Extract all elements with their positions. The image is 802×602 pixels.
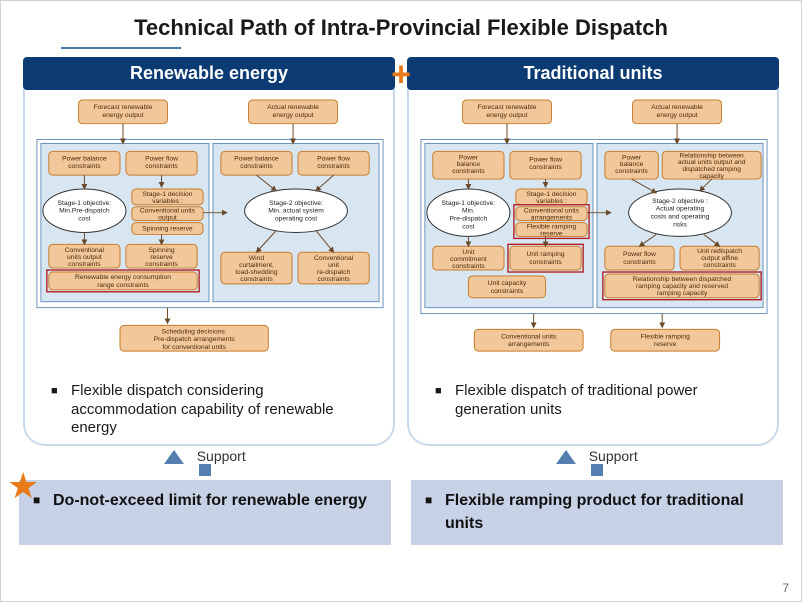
svg-text:Actual renewableenergy output: Actual renewableenergy output <box>651 104 703 119</box>
svg-text:Unit redispatchoutput affineco: Unit redispatchoutput affineconstraints <box>697 248 742 269</box>
svg-text:Unit capacityconstraints: Unit capacityconstraints <box>488 280 527 295</box>
svg-text:Power flowconstraints: Power flowconstraints <box>145 155 178 170</box>
panel-renewable: Renewable energy Forecast renewableenerg… <box>23 57 395 446</box>
arrow-up-icon <box>556 450 576 464</box>
svg-text:Power balanceconstraints: Power balanceconstraints <box>62 155 107 170</box>
arrow-up-icon <box>164 450 184 464</box>
diagram-traditional: Forecast renewableenergy output Actual r… <box>415 96 771 373</box>
page-number: 7 <box>782 581 789 595</box>
svg-text:Power flowconstraints: Power flowconstraints <box>317 155 350 170</box>
svg-text:Conventional unitsarrangements: Conventional unitsarrangements <box>524 208 580 222</box>
panel-header-renewable: Renewable energy <box>23 57 395 90</box>
star-icon: ★ <box>7 465 39 507</box>
support-label-right: Support <box>589 448 638 464</box>
diagram-renewable: Forecast renewableenergy output Actual r… <box>31 96 387 373</box>
bottom-boxes: ★ Do-not-exceed limit for renewable ener… <box>1 476 801 545</box>
bottom-box-left: Do-not-exceed limit for renewable energy <box>19 480 391 545</box>
svg-text:Scheduling decisions:Pre-dispa: Scheduling decisions:Pre-dispatch arrang… <box>154 328 236 351</box>
svg-text:Actual renewableenergy output: Actual renewableenergy output <box>267 104 319 119</box>
svg-text:Conventional unitsarrangements: Conventional unitsarrangements <box>501 333 557 348</box>
support-label-left: Support <box>197 448 246 464</box>
svg-text:Power flowconstraints: Power flowconstraints <box>529 156 562 171</box>
page-title: Technical Path of Intra-Provincial Flexi… <box>1 1 801 47</box>
panel-traditional: Traditional units Forecast renewableener… <box>407 57 779 446</box>
support-row: Support Support <box>1 448 801 476</box>
plus-icon: + <box>391 56 411 95</box>
svg-text:Conventionalunits outputconstr: Conventionalunits outputconstraints <box>65 247 105 268</box>
panel-header-traditional: Traditional units <box>407 57 779 90</box>
svg-text:Unit rampingconstraints: Unit rampingconstraints <box>526 251 564 266</box>
svg-text:Power flowconstraints: Power flowconstraints <box>623 251 656 266</box>
svg-text:Stage-2 objective:Min. actual: Stage-2 objective:Min. actual systemoper… <box>268 200 324 223</box>
svg-text:Power balanceconstraints: Power balanceconstraints <box>234 155 279 170</box>
svg-text:Conventionalunitre-dispatchcon: Conventionalunitre-dispatchconstraints <box>314 255 354 283</box>
title-underline <box>61 47 181 49</box>
caption-renewable: Flexible dispatch considering accommodat… <box>71 382 367 438</box>
bottom-box-right: Flexible ramping product for traditional… <box>411 480 783 545</box>
panels-row: + Renewable energy Forecast renewableene… <box>1 57 801 446</box>
svg-text:Spinning reserve: Spinning reserve <box>142 225 193 232</box>
caption-traditional: Flexible dispatch of traditional power g… <box>455 382 751 420</box>
